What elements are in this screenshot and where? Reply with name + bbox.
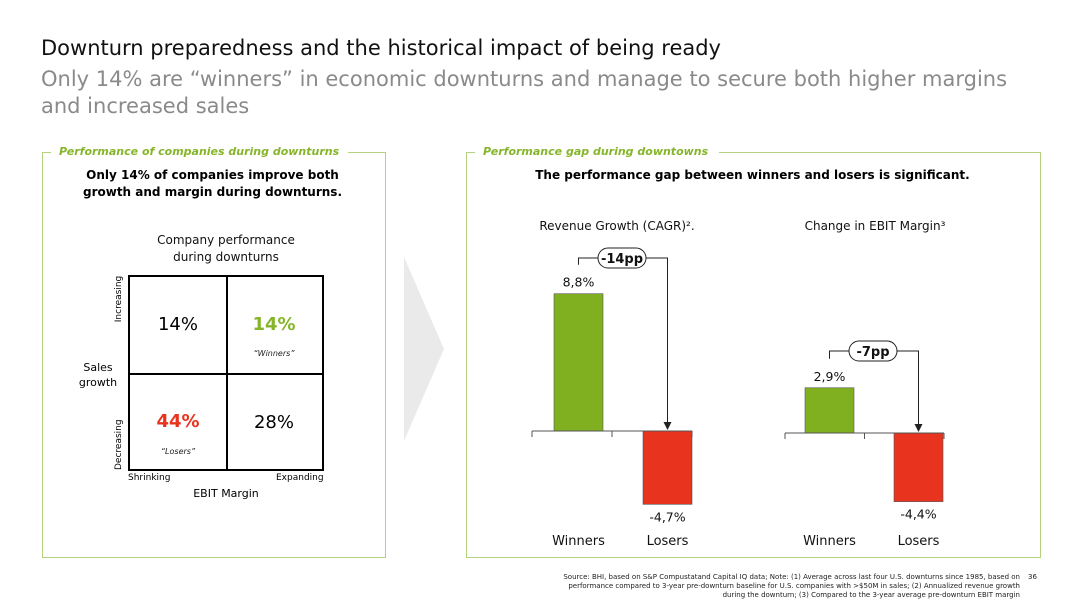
slide-subtitle: Only 14% are “winners” in economic downt… [41,67,1008,118]
panel-border-top [467,152,475,153]
slide-title: Downturn preparedness and the historical… [41,36,721,60]
cell-losers-label: “Losers” [160,447,196,456]
right-panel-label: Performance gap during downtowns [477,144,715,160]
panel-border-top [348,152,385,153]
x-axis-left-label: Shrinking [128,473,171,483]
right-headline: The performance gap between winners and … [535,168,970,182]
left-panel: Performance of companies during downturn… [42,144,386,558]
performance-matrix [128,275,324,471]
y-axis-title: Sales growth [78,361,118,389]
cell-winners-value: 14% [252,314,296,335]
y-axis-bottom-label: Decreasing [114,419,124,470]
matrix-title: Company performance during downturns [157,233,295,264]
chevron-arrow-shape [404,257,444,441]
left-headline: Only 14% of companies improve both growt… [82,168,343,199]
cell-bottom-right-value: 28% [253,412,294,433]
cell-top-left-value: 14% [157,314,198,335]
cell-losers-value: 44% [156,411,200,432]
left-panel-label: Performance of companies during downturn… [53,144,346,160]
panel-border-top [719,152,1040,153]
footnote: Source: BHI, based on S&P Compustatand C… [563,573,1020,599]
matrix-divider [130,373,322,375]
x-axis-right-label: Expanding [276,473,324,483]
x-axis-title: EBIT Margin [193,487,259,500]
page-number: 36 [1028,573,1037,581]
panel-border-top [43,152,51,153]
y-axis-top-label: Increasing [114,275,124,323]
right-panel: Performance gap during downtowns [466,144,1041,558]
cell-winners-label: “Winners” [253,349,295,358]
